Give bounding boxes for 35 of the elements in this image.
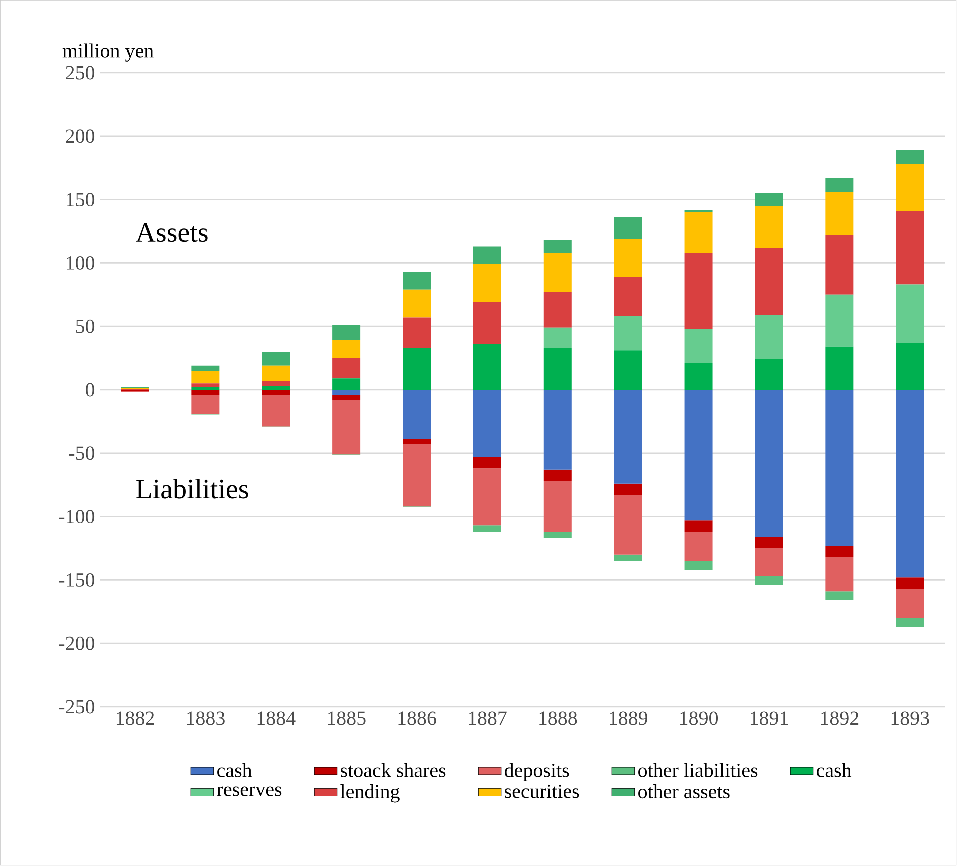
y-tick-label: 250	[66, 66, 95, 80]
x-tick-label: 1889	[610, 712, 648, 726]
y-tick-label: 0	[86, 383, 95, 397]
legend-label: securities	[505, 784, 580, 798]
x-tick-label: 1893	[892, 712, 930, 726]
legend-label: deposits	[505, 763, 570, 782]
legend-label: cash	[817, 763, 852, 778]
legend-label: stoack shares	[341, 763, 446, 778]
x-tick-label: 1891	[750, 712, 788, 726]
x-tick-label: 1884	[258, 712, 296, 726]
x-tick-label: 1882	[116, 712, 154, 726]
y-tick-label: 150	[67, 193, 95, 207]
legend-label: lending	[340, 784, 400, 803]
x-tick-label: 1886	[398, 712, 436, 726]
x-tick-label: 1885	[328, 712, 366, 726]
legend-label: cash	[218, 763, 252, 778]
annotation: Assets	[136, 223, 208, 242]
legend-label: reserves	[217, 786, 282, 796]
y-tick-label: -200	[59, 636, 95, 650]
y-tick-label: 50	[76, 320, 95, 334]
y-axis-title: million yen	[62, 44, 154, 62]
x-tick-label: 1888	[540, 712, 578, 726]
x-tick-label: 1887	[469, 712, 507, 726]
y-tick-label: -250	[59, 700, 95, 714]
legend-label: other liabilities	[638, 763, 758, 778]
annotation: Liabilities	[136, 479, 248, 499]
y-tick-label: -100	[59, 510, 95, 524]
x-tick-label: 1883	[187, 712, 225, 726]
x-tick-label: 1890	[680, 712, 718, 726]
legend-label: other assets	[638, 784, 730, 799]
y-tick-label: 200	[66, 130, 95, 144]
y-tick-label: -150	[59, 573, 95, 587]
y-tick-label: 100	[67, 256, 95, 270]
y-tick-label: -50	[69, 446, 95, 460]
x-tick-label: 1892	[821, 712, 859, 726]
